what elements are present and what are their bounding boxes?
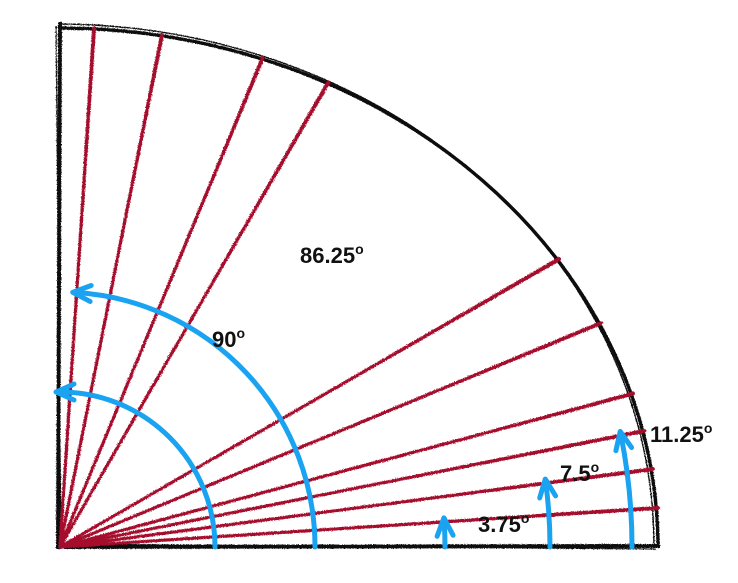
quarter-arc-sketch xyxy=(61,23,655,547)
label-3-75: 3.75o xyxy=(478,510,529,537)
ray-line-sketch xyxy=(59,80,328,548)
arrowhead-icon xyxy=(53,381,77,403)
arrowhead-icon xyxy=(70,282,94,304)
horizontal-axis-sketch xyxy=(57,543,657,550)
angle-arc-arrow xyxy=(441,519,448,550)
arrowhead-icon xyxy=(434,515,456,539)
arrow-group xyxy=(53,282,635,550)
quarter-circle-outline xyxy=(55,21,661,550)
ray-line-sketch xyxy=(59,82,331,548)
angle-arc-arrow xyxy=(74,290,318,550)
ray-line-sketch xyxy=(59,27,94,548)
vertical-axis-sketch xyxy=(55,25,62,547)
arrowhead-icon xyxy=(537,476,559,501)
ray-line-sketch xyxy=(59,469,654,548)
ray-line-sketch xyxy=(59,505,659,548)
ray-group xyxy=(58,26,660,549)
angle-arc-arrow xyxy=(618,432,635,550)
label-7-5: 7.5o xyxy=(560,459,599,486)
ray-line-sketch xyxy=(59,33,162,548)
ray-line-sketch xyxy=(59,391,634,548)
label-90: 90o xyxy=(212,325,245,352)
ray-line-sketch xyxy=(59,256,560,548)
ray-line-sketch xyxy=(59,428,646,548)
angle-arc-arrow xyxy=(57,389,218,550)
arrowhead-icon xyxy=(613,428,635,454)
label-86-25: 86.25o xyxy=(300,241,364,268)
label-11-25: 11.25o xyxy=(650,420,712,447)
label-group: 90o 86.25o 3.75o 7.5o 11.25o xyxy=(212,241,712,537)
ray-line-sketch xyxy=(59,320,602,548)
ray-line-sketch xyxy=(59,56,262,548)
ray-line-sketch xyxy=(59,467,654,548)
